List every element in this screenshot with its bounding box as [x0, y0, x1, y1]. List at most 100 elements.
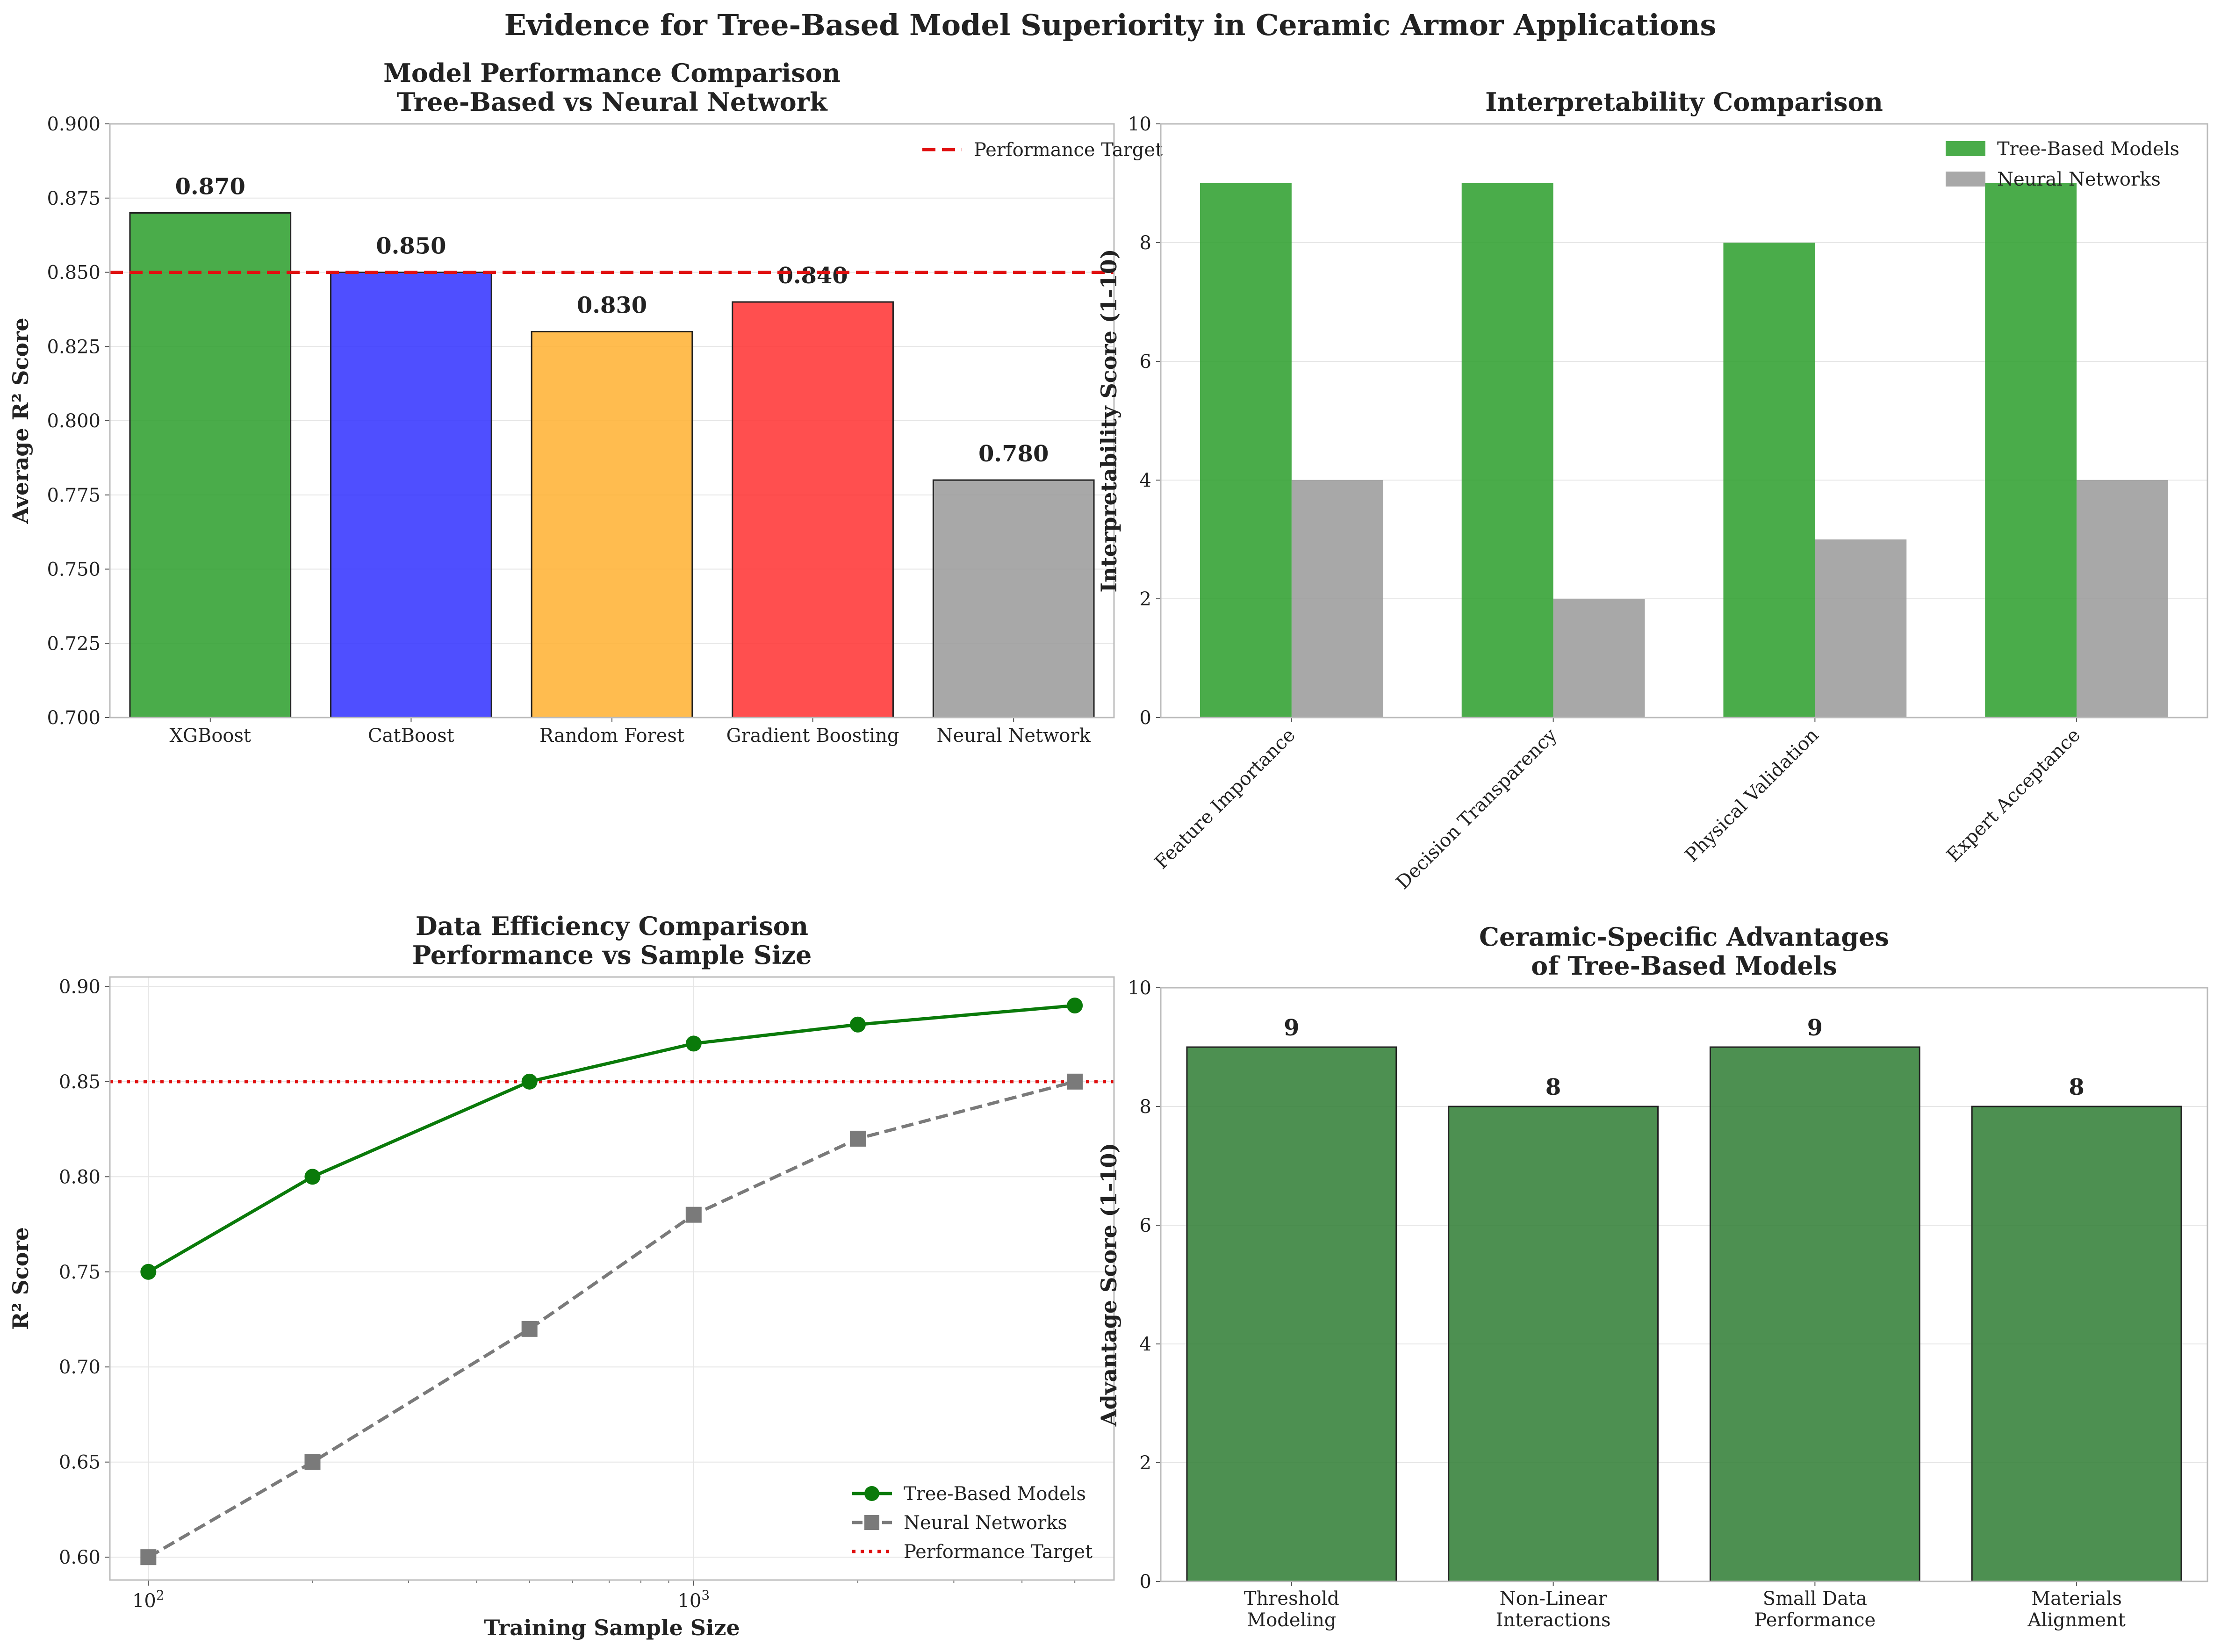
y-tick-label: 0 — [1140, 707, 1151, 729]
y-axis-label: Advantage Score (1-10) — [1096, 1143, 1121, 1427]
series-line-1 — [147, 1080, 1076, 1559]
y-tick-label: 0.875 — [47, 188, 101, 209]
x-tick-label: Random Forest — [539, 725, 684, 747]
figure-title: Evidence for Tree-Based Model Superiorit… — [504, 8, 1717, 42]
point-nn-2 — [521, 1321, 538, 1337]
value-label-3: 0.840 — [777, 263, 848, 289]
y-tick-label: 0 — [1140, 1571, 1151, 1593]
legend-swatch-1 — [1946, 172, 1985, 187]
legend-target-label: Performance Target — [974, 139, 1163, 161]
y-tick-label: 2 — [1140, 589, 1151, 610]
x-axis-label: Training Sample Size — [484, 1615, 740, 1640]
bar-nn-2 — [1815, 539, 1907, 718]
legend-marker-0 — [864, 1486, 879, 1501]
bar-tree-1 — [1461, 183, 1553, 718]
y-tick-label: 0.725 — [47, 633, 101, 654]
legend-swatch-0 — [1946, 141, 1985, 156]
y-tick-label: 4 — [1140, 470, 1151, 491]
panel-title: Data Efficiency Comparison Performance vs… — [412, 911, 812, 970]
y-tick-label: 0.800 — [47, 410, 101, 432]
panel-performance: 0.700 0.725 0.750 0.775 0.800 0.825 0.850 0.875… — [8, 58, 1163, 747]
bar-0 — [129, 212, 292, 718]
y-tick-label: 0.90 — [59, 976, 101, 998]
bar-0 — [1186, 1046, 1397, 1582]
point-tree-2 — [521, 1073, 538, 1090]
value-label-0: 0.870 — [175, 174, 245, 200]
value-label-3: 8 — [2069, 1074, 2084, 1100]
value-label-4: 0.780 — [978, 441, 1049, 467]
value-label-2: 9 — [1807, 1015, 1823, 1041]
panel-advantages: 0 2 4 6 8 10 Advantage Score (1-10) Ceramic-Spe… — [1096, 922, 2208, 1631]
point-tree-3 — [685, 1035, 702, 1052]
y-tick-label: 0.65 — [59, 1452, 101, 1473]
bar-4 — [932, 479, 1095, 718]
value-label-1: 0.850 — [376, 233, 446, 259]
legend-target-label: Performance Target — [904, 1541, 1093, 1563]
bar-tree-3 — [1985, 183, 2077, 718]
axes-frame — [1160, 123, 2208, 718]
bar-2 — [531, 331, 693, 718]
legend-label-1: Neural Networks — [904, 1512, 1067, 1534]
point-tree-1 — [304, 1169, 321, 1185]
value-label-2: 0.830 — [577, 293, 647, 319]
x-tick-label: Gradient Boosting — [726, 725, 899, 747]
panel-efficiency: 0.60 0.65 0.70 0.75 0.80 0.85 0.90 R² Score Data… — [8, 911, 1115, 1640]
panel-title: Ceramic-Specific Advantages of Tree-Based… — [1479, 922, 1889, 981]
bar-1 — [1448, 1106, 1659, 1582]
y-axis-label: Average R² Score — [8, 317, 33, 524]
point-nn-4 — [849, 1130, 866, 1147]
bar-tree-0 — [1200, 183, 1292, 718]
x-tick-label: Materials Alignment — [2027, 1588, 2125, 1631]
bar-1 — [330, 272, 492, 718]
legend-label-0: Tree-Based Models — [904, 1483, 1086, 1505]
value-label-0: 9 — [1284, 1015, 1299, 1041]
bar-3 — [1971, 1106, 2182, 1582]
x-tick-label: CatBoost — [368, 725, 454, 747]
legend-label-0: Tree-Based Models — [1997, 138, 2179, 160]
y-tick-label: 10 — [1128, 114, 1151, 135]
axes-frame — [109, 976, 1115, 1581]
legend-marker-1 — [864, 1515, 879, 1530]
point-nn-5 — [1067, 1073, 1083, 1090]
y-tick-label: 0.700 — [47, 707, 101, 729]
point-tree-4 — [849, 1016, 866, 1033]
y-tick-label: 0.60 — [59, 1547, 101, 1568]
y-tick-label: 0.900 — [47, 114, 101, 135]
y-tick-label: 4 — [1140, 1334, 1151, 1355]
y-tick-label: 6 — [1140, 1215, 1151, 1236]
y-tick-label: 0.825 — [47, 336, 101, 358]
y-tick-label: 0.850 — [47, 262, 101, 284]
y-tick-label: 0.750 — [47, 559, 101, 581]
axes-frame — [109, 123, 1115, 718]
bar-3 — [732, 301, 894, 718]
x-tick-label: Threshold Modeling — [1244, 1588, 1339, 1631]
point-nn-1 — [304, 1454, 321, 1470]
y-tick-label: 6 — [1140, 351, 1151, 373]
y-axis-label: Interpretability Score (1-10) — [1096, 249, 1121, 592]
y-tick-label: 10 — [1128, 977, 1151, 999]
x-tick-label: Small Data Performance — [1754, 1588, 1876, 1631]
bar-2 — [1709, 1046, 1920, 1582]
bar-tree-2 — [1723, 243, 1815, 718]
series-line-0 — [147, 1004, 1075, 1273]
x-tick-label: XGBoost — [170, 725, 252, 747]
value-label-1: 8 — [1545, 1074, 1561, 1100]
y-tick-label: 0.775 — [47, 485, 101, 506]
bar-nn-0 — [1291, 480, 1383, 718]
y-tick-label: 0.80 — [59, 1166, 101, 1188]
x-tick-label: 102 — [132, 1587, 165, 1612]
y-tick-label: 0.75 — [59, 1262, 101, 1283]
legend-label-1: Neural Networks — [1997, 169, 2161, 190]
bar-nn-1 — [1553, 599, 1645, 718]
x-tick-label: Neural Network — [937, 725, 1091, 747]
x-tick-label: Non-Linear Interactions — [1496, 1588, 1611, 1631]
x-tick-label: 103 — [677, 1587, 710, 1612]
point-nn-0 — [140, 1549, 157, 1566]
y-tick-label: 0.85 — [59, 1071, 101, 1093]
point-tree-0 — [140, 1264, 157, 1280]
y-tick-label: 8 — [1140, 232, 1151, 254]
y-tick-label: 0.70 — [59, 1357, 101, 1378]
point-nn-3 — [685, 1207, 702, 1223]
